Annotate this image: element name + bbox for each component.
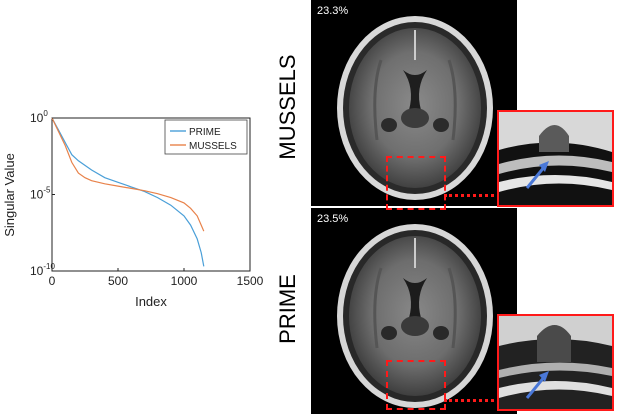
mussels-roi-box [386, 156, 446, 210]
prime-row-label: PRIME [275, 274, 300, 344]
legend: PRIME MUSSELS [164, 119, 248, 155]
mussels-arrow-icon [525, 165, 547, 189]
prime-percent: 23.5% [317, 213, 349, 225]
prime-roi-box [386, 360, 446, 410]
mussels-zoom-inset [497, 110, 614, 207]
prime-zoom-inset [497, 314, 614, 411]
x-tick-label: 1500 [237, 274, 264, 288]
x-tick-label: 0 [49, 274, 56, 288]
legend-label-prime: PRIME [189, 127, 221, 138]
mussels-row-label: MUSSELS [275, 54, 300, 160]
prime-connector [444, 399, 494, 402]
singular-value-chart: 0 500 1000 1500 100 10-5 10-10 Index Singular… [2, 109, 264, 309]
y-tick-label: 10-10 [30, 262, 55, 278]
y-tick-label: 100 [30, 109, 48, 125]
prime-mri-image: 23.5% [311, 208, 517, 414]
mussels-connector [444, 194, 494, 197]
x-axis-label: Index [135, 294, 167, 309]
legend-label-mussels: MUSSELS [189, 141, 237, 152]
series-line-mussels [51, 117, 205, 232]
mussels-percent: 23.3% [317, 5, 349, 17]
mussels-mri-image: 23.3% [311, 0, 517, 206]
x-tick-label: 1000 [171, 274, 198, 288]
y-axis-label: Singular Value [2, 153, 17, 237]
prime-arrow-icon [525, 375, 547, 399]
x-tick-label: 500 [108, 274, 128, 288]
series-line-prime [51, 117, 205, 267]
y-tick-label: 10-5 [30, 186, 51, 202]
